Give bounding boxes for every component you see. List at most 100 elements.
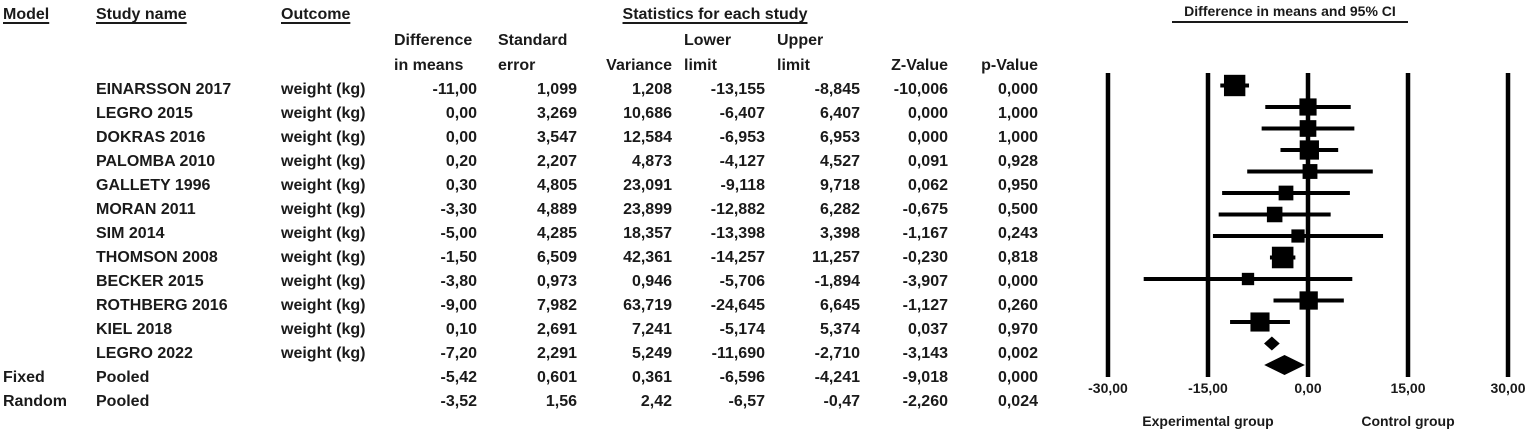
forest-plot-title: Difference in means and 95% CI xyxy=(1045,3,1535,23)
cell-upper-limit: 11,257 xyxy=(811,249,860,266)
study-point-square xyxy=(1299,98,1317,116)
cell-variance: 10,686 xyxy=(623,105,672,122)
cell-model xyxy=(0,270,92,294)
cell-difference-in-means: -5,42 xyxy=(440,369,477,386)
cell-study-name: SIM 2014 xyxy=(96,225,165,242)
cell-z-value: 0,000 xyxy=(907,129,948,146)
cell-variance: 42,361 xyxy=(623,249,672,266)
column-header-standard-line2: error xyxy=(498,56,536,74)
cell-model: Fixed xyxy=(3,369,45,386)
study-point-square xyxy=(1299,140,1319,160)
cell-upper-limit: 5,374 xyxy=(819,321,860,338)
cell-p-value: 0,260 xyxy=(997,297,1038,314)
cell-variance: 0,361 xyxy=(631,369,672,386)
stats-table: Model Study name Outcome Statistics for … xyxy=(0,2,1043,414)
cell-upper-limit: -1,894 xyxy=(814,273,860,290)
cell-lower-limit: -6,57 xyxy=(728,393,765,410)
cell-difference-in-means: -3,80 xyxy=(440,273,477,290)
statistics-table: Model Study name Outcome Statistics for … xyxy=(0,2,1043,414)
cell-lower-limit: -14,257 xyxy=(710,249,765,266)
column-header-z-value: Z-Value xyxy=(891,56,948,74)
cell-variance: 5,249 xyxy=(631,345,672,362)
x-axis-tick-label: -15,00 xyxy=(1188,380,1228,396)
cell-upper-limit: 6,407 xyxy=(819,105,860,122)
table-row: LEGRO 2015 weight (kg) 0,00 3,269 10,686… xyxy=(0,102,1043,126)
cell-standard-error: 6,509 xyxy=(536,249,577,266)
cell-outcome: weight (kg) xyxy=(281,321,366,338)
cell-model xyxy=(0,198,92,222)
cell-upper-limit: 6,645 xyxy=(819,297,860,314)
pooled-diamond xyxy=(1264,336,1280,351)
cell-z-value: -2,260 xyxy=(902,393,948,410)
cell-standard-error: 4,805 xyxy=(536,177,577,194)
cell-variance: 23,899 xyxy=(623,201,672,218)
table-row: GALLETY 1996 weight (kg) 0,30 4,805 23,0… xyxy=(0,174,1043,198)
cell-standard-error: 7,982 xyxy=(536,297,577,314)
cell-p-value: 0,243 xyxy=(997,225,1038,242)
study-point-square xyxy=(1299,291,1318,310)
experimental-group-label: Experimental group xyxy=(1142,413,1274,429)
cell-study-name: EINARSSON 2017 xyxy=(96,81,232,98)
cell-lower-limit: -6,407 xyxy=(719,105,765,122)
cell-study-name: LEGRO 2015 xyxy=(96,105,193,122)
cell-difference-in-means: -5,00 xyxy=(440,225,477,242)
cell-upper-limit: 9,718 xyxy=(819,177,860,194)
cell-standard-error: 3,547 xyxy=(536,129,577,146)
table-row: SIM 2014 weight (kg) -5,00 4,285 18,357 … xyxy=(0,222,1043,246)
cell-z-value: -9,018 xyxy=(902,369,948,386)
cell-study-name: Pooled xyxy=(96,369,150,386)
cell-standard-error: 0,973 xyxy=(536,273,577,290)
cell-p-value: 0,950 xyxy=(997,177,1038,194)
cell-model xyxy=(0,150,92,174)
cell-p-value: 0,818 xyxy=(997,249,1038,266)
cell-outcome: weight (kg) xyxy=(281,81,366,98)
cell-outcome xyxy=(277,366,387,390)
cell-study-name: DOKRAS 2016 xyxy=(96,129,206,146)
cell-study-name: BECKER 2015 xyxy=(96,273,204,290)
cell-standard-error: 2,291 xyxy=(536,345,577,362)
forest-plot-canvas xyxy=(1105,73,1511,377)
cell-standard-error: 1,56 xyxy=(545,393,577,410)
cell-difference-in-means: 0,10 xyxy=(445,321,477,338)
cell-variance: 12,584 xyxy=(623,129,672,146)
table-row: LEGRO 2022 weight (kg) -7,20 2,291 5,249… xyxy=(0,342,1043,366)
cell-model xyxy=(0,222,92,246)
study-point-square xyxy=(1250,312,1270,332)
cell-variance: 7,241 xyxy=(631,321,672,338)
cell-lower-limit: -9,118 xyxy=(720,177,765,194)
cell-p-value: 1,000 xyxy=(997,105,1038,122)
cell-lower-limit: -4,127 xyxy=(719,153,765,170)
cell-z-value: -0,675 xyxy=(902,201,948,218)
cell-study-name: Pooled xyxy=(96,393,150,410)
study-point-square xyxy=(1302,164,1318,179)
table-row: EINARSSON 2017 weight (kg) -11,00 1,099 … xyxy=(0,78,1043,102)
cell-difference-in-means: -1,50 xyxy=(440,249,477,266)
cell-study-name: PALOMBA 2010 xyxy=(96,153,216,170)
cell-upper-limit: -4,241 xyxy=(814,369,860,386)
cell-difference-in-means: 0,00 xyxy=(445,129,477,146)
cell-outcome: weight (kg) xyxy=(281,225,366,242)
cell-z-value: -0,230 xyxy=(902,249,948,266)
cell-z-value: -1,127 xyxy=(902,297,948,314)
cell-lower-limit: -24,645 xyxy=(710,297,765,314)
table-row: BECKER 2015 weight (kg) -3,80 0,973 0,94… xyxy=(0,270,1043,294)
cell-lower-limit: -5,706 xyxy=(719,273,765,290)
cell-outcome: weight (kg) xyxy=(281,129,366,146)
cell-upper-limit: -2,710 xyxy=(814,345,860,362)
cell-standard-error: 4,285 xyxy=(536,225,577,242)
cell-study-name: GALLETY 1996 xyxy=(96,177,211,194)
study-point-square xyxy=(1223,74,1246,97)
cell-study-name: LEGRO 2022 xyxy=(96,345,193,362)
cell-variance: 2,42 xyxy=(640,393,672,410)
cell-z-value: 0,037 xyxy=(907,321,948,338)
cell-model xyxy=(0,342,92,366)
cell-difference-in-means: 0,20 xyxy=(445,153,477,170)
study-point-square xyxy=(1241,272,1255,286)
study-point-square xyxy=(1271,246,1294,269)
table-row: PALOMBA 2010 weight (kg) 0,20 2,207 4,87… xyxy=(0,150,1043,174)
table-row: Fixed Pooled -5,42 0,601 0,361 -6,596 -4… xyxy=(0,366,1043,390)
cell-lower-limit: -6,953 xyxy=(719,129,765,146)
cell-model xyxy=(0,78,92,102)
x-axis-tick-label: 30,00 xyxy=(1490,380,1526,396)
cell-model xyxy=(0,318,92,342)
